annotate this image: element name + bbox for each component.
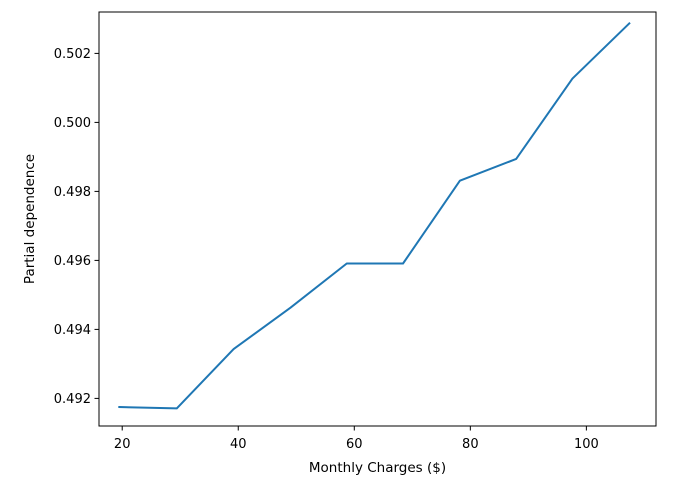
x-tick-label: 40 <box>230 437 247 452</box>
y-tick-label: 0.492 <box>54 392 91 407</box>
data-point <box>571 78 573 80</box>
plot-area <box>99 12 656 426</box>
x-axis-label: Monthly Charges ($) <box>309 460 446 476</box>
y-tick-label: 0.502 <box>54 47 91 62</box>
series-line <box>118 21 631 410</box>
y-tick-label: 0.494 <box>54 323 91 338</box>
data-point <box>176 407 178 409</box>
x-tick-label: 20 <box>114 437 131 452</box>
plot-frame <box>98 11 657 427</box>
y-axis-label: Partial dependence <box>22 154 38 284</box>
data-point <box>233 348 235 350</box>
data-point <box>402 263 404 265</box>
data-point <box>289 307 291 309</box>
x-tick-label: 60 <box>346 437 363 452</box>
data-point <box>515 158 517 160</box>
y-tick-label: 0.498 <box>54 185 91 200</box>
y-tick-label: 0.500 <box>54 116 91 131</box>
x-tick-label: 80 <box>462 437 479 452</box>
data-point <box>459 180 461 182</box>
y-tick-label: 0.496 <box>54 254 91 269</box>
x-tick-label: 100 <box>574 437 599 452</box>
data-point <box>628 22 630 24</box>
data-point <box>118 406 120 408</box>
data-point <box>346 263 348 265</box>
